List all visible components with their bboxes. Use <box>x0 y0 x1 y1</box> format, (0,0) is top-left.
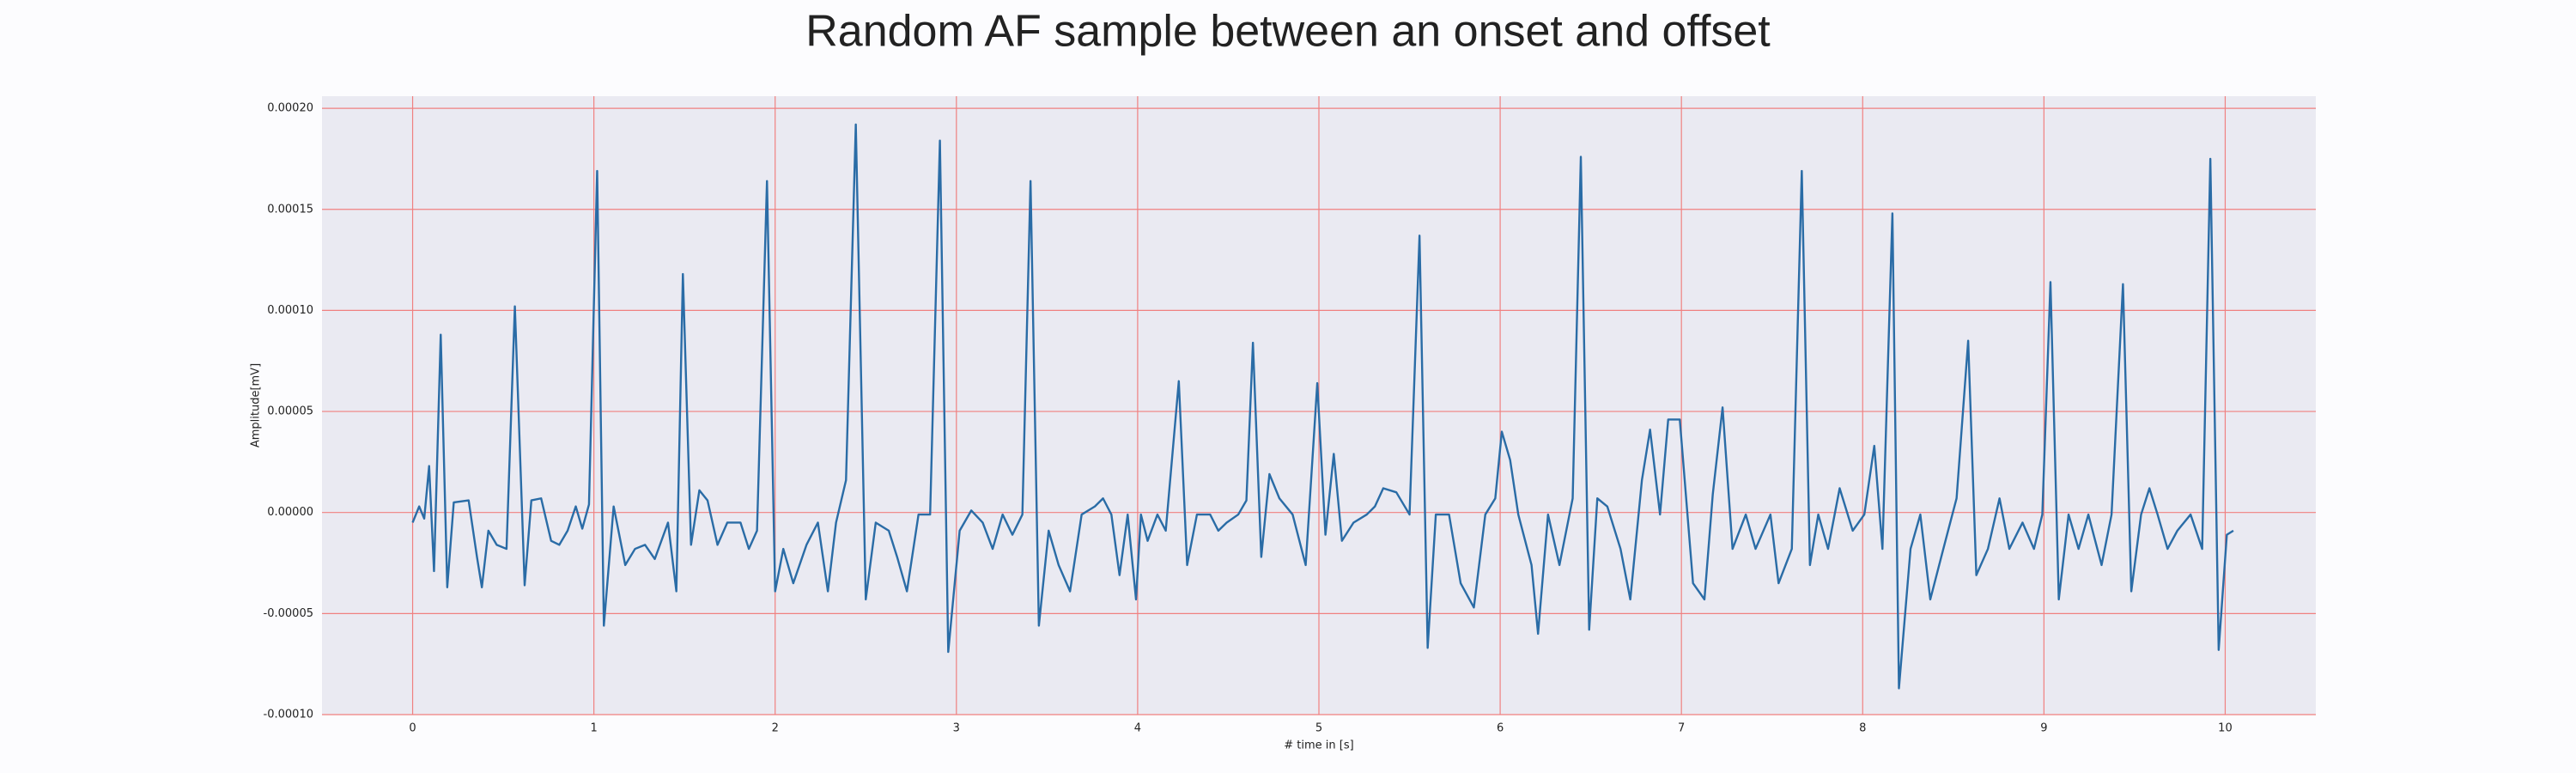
y-tick-label: 0.00000 <box>267 506 313 519</box>
y-tick-label: 0.00015 <box>267 203 313 216</box>
x-tick-label: 6 <box>1497 722 1504 735</box>
x-tick-label: 8 <box>1859 722 1866 735</box>
y-tick-label: -0.00010 <box>264 709 313 721</box>
x-tick-label: 3 <box>953 722 960 735</box>
y-tick-label: 0.00020 <box>267 102 313 115</box>
x-tick-label: 2 <box>772 722 779 735</box>
x-tick-label: 5 <box>1315 722 1322 735</box>
x-tick-label: 9 <box>2040 722 2047 735</box>
x-tick-label: 4 <box>1134 722 1141 735</box>
x-tick-label: 0 <box>409 722 416 735</box>
x-tick-label: 1 <box>590 722 597 735</box>
x-axis-label: # time in [s] <box>1284 740 1353 752</box>
y-tick-label: 0.00005 <box>267 405 313 418</box>
y-axis-label: Amplitude[mV] <box>250 363 263 447</box>
y-tick-label: 0.00010 <box>267 304 313 317</box>
signal-line <box>411 123 2234 690</box>
y-tick-label: -0.00005 <box>264 607 313 620</box>
x-tick-label: 10 <box>2218 722 2233 735</box>
x-tick-label: 7 <box>1678 722 1685 735</box>
chart-title: Random AF sample between an onset and of… <box>805 7 1771 57</box>
